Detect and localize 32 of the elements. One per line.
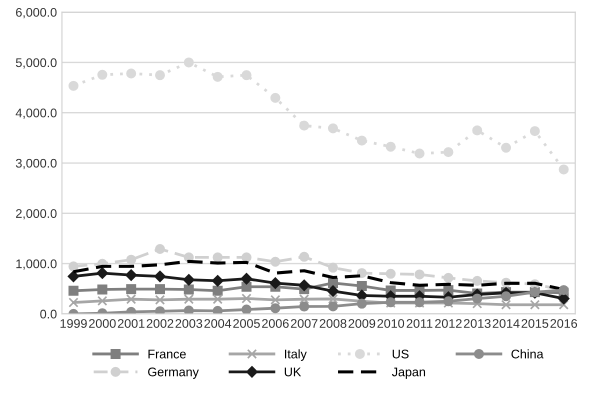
y-tick-label: 3,000.0 [16, 158, 57, 170]
legend-label: France [148, 350, 186, 358]
x-tick-label: 1999 [60, 319, 87, 328]
x-tick-label: 2015 [522, 319, 548, 328]
x-tick-label: 2009 [348, 319, 376, 328]
x-tick-label: 2013 [464, 319, 491, 328]
x-tick-label: 2008 [320, 319, 346, 328]
x-tick-label: 2000 [89, 319, 116, 328]
x-tick-label: 2006 [262, 319, 289, 328]
x-tick-label: 2014 [492, 319, 520, 328]
legend-label: US [392, 350, 409, 358]
x-tick-label: 2016 [550, 319, 578, 328]
x-tick-label: 2004 [204, 319, 232, 328]
x-tick-label: 2012 [435, 319, 462, 328]
legend-label: Italy [285, 349, 307, 361]
x-tick-label: 2005 [233, 319, 260, 328]
y-tick-label: 5,000.0 [16, 58, 57, 69]
x-tick-label: 2003 [176, 319, 202, 328]
y-tick-label: 6,000.0 [16, 8, 57, 18]
legend-label: UK [284, 368, 302, 376]
y-tick-label: 0.0 [40, 310, 57, 319]
legend-label: China [511, 349, 544, 358]
x-tick-label: 2010 [377, 319, 404, 328]
y-tick-label: 2,000.0 [16, 209, 57, 220]
x-tick-label: 2007 [290, 319, 318, 328]
y-tick-label: 1,000.0 [16, 259, 57, 270]
legend-label: Japan [392, 368, 426, 379]
y-tick-label: 4,000.0 [16, 108, 57, 119]
x-tick-label: 2002 [146, 319, 174, 328]
x-tick-label: 2011 [406, 319, 432, 328]
legend-label: Germany [148, 367, 199, 379]
x-tick-label: 2001 [118, 319, 144, 328]
